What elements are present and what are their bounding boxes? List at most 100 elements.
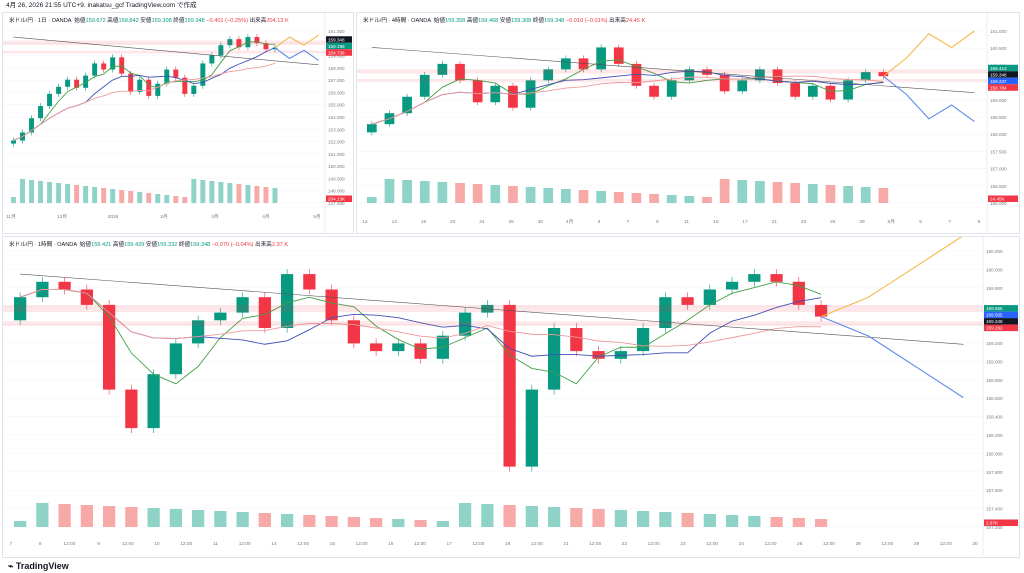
candle-body[interactable] [725, 281, 739, 290]
candle-body[interactable] [80, 289, 93, 305]
candle-body[interactable] [11, 140, 16, 144]
candle-body[interactable] [772, 69, 783, 84]
support-zone[interactable] [3, 321, 983, 326]
candle-body[interactable] [561, 58, 571, 70]
candle-body[interactable] [437, 63, 448, 75]
candle-body[interactable] [547, 328, 561, 390]
candle-body[interactable] [263, 43, 269, 50]
candle-body[interactable] [14, 297, 27, 321]
candle-body[interactable] [719, 74, 730, 92]
candle-body[interactable] [191, 320, 205, 344]
candle-body[interactable] [347, 320, 360, 344]
candle-body[interactable] [613, 47, 624, 64]
candle-body[interactable] [128, 73, 134, 92]
projection-down-path[interactable] [820, 316, 964, 399]
candle-body[interactable] [508, 85, 518, 108]
candle-body[interactable] [843, 80, 853, 100]
candle-body[interactable] [666, 80, 677, 97]
candle-body[interactable] [209, 55, 215, 64]
candle-body[interactable] [790, 83, 801, 97]
candle-body[interactable] [236, 39, 242, 48]
candle-body[interactable] [860, 72, 871, 81]
candle-body[interactable] [825, 85, 836, 100]
candle-body[interactable] [570, 328, 583, 352]
trend-line[interactable] [13, 36, 319, 66]
candle-body[interactable] [92, 63, 98, 76]
candle-body[interactable] [503, 304, 516, 467]
candle-body[interactable] [402, 96, 412, 114]
candle-body[interactable] [146, 79, 152, 96]
candle-body[interactable] [807, 85, 818, 97]
candle-body[interactable] [755, 69, 765, 81]
candle-body[interactable] [47, 93, 53, 107]
candle-body[interactable] [101, 63, 107, 70]
candle-body[interactable] [125, 389, 138, 429]
candle-body[interactable] [173, 69, 179, 78]
candle-body[interactable] [814, 304, 828, 317]
support-zone[interactable] [3, 50, 325, 54]
candle-body[interactable] [258, 297, 271, 328]
candle-body[interactable] [737, 80, 748, 92]
candle-body[interactable] [83, 75, 89, 88]
candle-body[interactable] [366, 124, 377, 133]
candle-body[interactable] [155, 83, 161, 96]
candle-body[interactable] [191, 85, 197, 94]
projection-down-path[interactable] [883, 75, 975, 122]
candle-body[interactable] [74, 79, 80, 88]
candle-body[interactable] [878, 72, 889, 77]
projection-down-path[interactable] [274, 47, 319, 61]
candle-body[interactable] [490, 85, 501, 103]
chart-canvas-daily[interactable]: 161.000160.000159.000158.000157.000156.0… [3, 13, 353, 233]
candle-body[interactable] [592, 351, 605, 359]
candle-body[interactable] [58, 281, 71, 290]
candle-body[interactable] [272, 47, 278, 50]
chart-canvas-1h[interactable]: 160.200160.000159.800159.600159.400159.2… [3, 237, 1019, 557]
candle-body[interactable] [164, 69, 170, 84]
candle-body[interactable] [472, 80, 483, 103]
candle-body[interactable] [280, 274, 294, 328]
projection-up-path[interactable] [883, 30, 975, 77]
candle-body[interactable] [169, 343, 182, 375]
candle-body[interactable] [419, 74, 430, 97]
trend-line[interactable] [371, 47, 975, 94]
candle-body[interactable] [369, 343, 383, 352]
candle-body[interactable] [38, 106, 44, 119]
candle-body[interactable] [103, 304, 116, 390]
candle-body[interactable] [218, 45, 224, 56]
candle-body[interactable] [525, 389, 538, 467]
chart-panel-1h[interactable]: 160.200160.000159.800159.600159.400159.2… [2, 236, 1020, 558]
candle-body[interactable] [137, 79, 143, 92]
candle-body[interactable] [792, 281, 805, 305]
candle-body[interactable] [703, 289, 716, 305]
candle-body[interactable] [65, 79, 71, 87]
chart-canvas-4h[interactable]: 161.000160.500160.000159.500159.000158.5… [357, 13, 1019, 233]
candle-body[interactable] [119, 57, 125, 74]
tradingview-logo[interactable]: ⌁ TradingView [8, 561, 69, 572]
candle-body[interactable] [543, 69, 554, 81]
candle-body[interactable] [147, 374, 160, 429]
candle-body[interactable] [214, 312, 227, 321]
candle-body[interactable] [325, 289, 338, 321]
support-zone[interactable] [357, 79, 987, 82]
candle-body[interactable] [649, 85, 659, 97]
candle-body[interactable] [110, 57, 116, 70]
candle-body[interactable] [596, 47, 606, 70]
candle-body[interactable] [29, 118, 35, 133]
candle-body[interactable] [236, 297, 249, 313]
candle-body[interactable] [56, 86, 62, 94]
candle-body[interactable] [458, 312, 472, 336]
projection-up-path[interactable] [274, 34, 319, 49]
candle-body[interactable] [659, 297, 672, 328]
candle-body[interactable] [748, 274, 761, 282]
chart-panel-4h[interactable]: 161.000160.500160.000159.500159.000158.5… [356, 12, 1020, 234]
projection-up-path[interactable] [820, 237, 963, 318]
trend-line[interactable] [20, 273, 964, 345]
candle-body[interactable] [303, 274, 316, 290]
resistance-zone[interactable] [3, 305, 983, 312]
candle-body[interactable] [254, 37, 260, 44]
chart-panel-daily[interactable]: 161.000160.000159.000158.000157.000156.0… [2, 12, 354, 234]
candle-body[interactable] [631, 63, 642, 86]
candle-body[interactable] [684, 69, 695, 81]
resistance-zone[interactable] [3, 40, 325, 45]
candle-body[interactable] [455, 63, 465, 81]
